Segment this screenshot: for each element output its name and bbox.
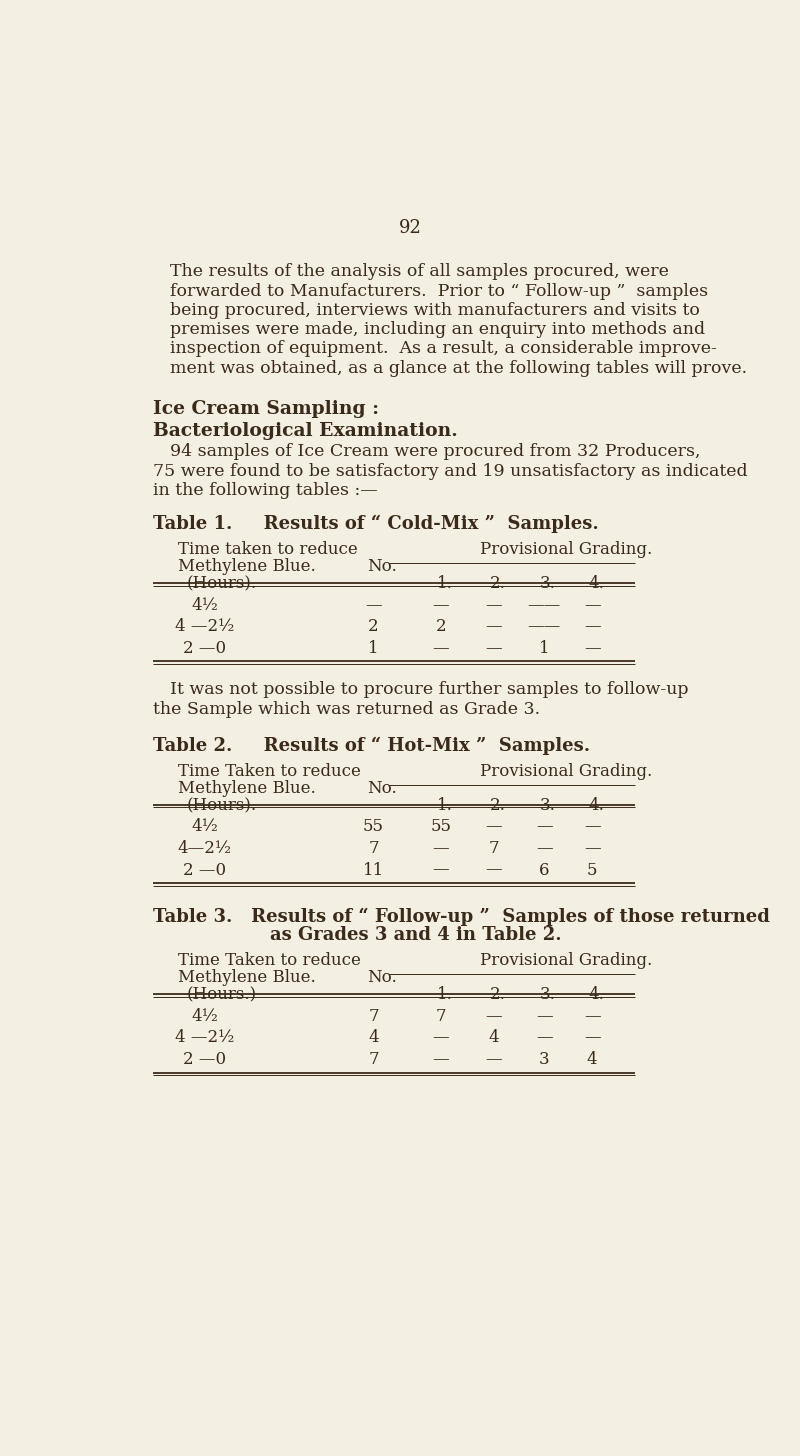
Text: 7: 7	[368, 840, 379, 858]
Text: 5: 5	[587, 862, 598, 878]
Text: Ice Cream Sampling :: Ice Cream Sampling :	[153, 400, 379, 418]
Text: —: —	[486, 862, 502, 878]
Text: 6: 6	[539, 862, 550, 878]
Text: 3: 3	[538, 1051, 550, 1069]
Text: Table 3.   Results of “ Follow-up ”  Samples of those returned: Table 3. Results of “ Follow-up ” Sample…	[153, 907, 770, 926]
Text: 2.: 2.	[490, 986, 506, 1003]
Text: —: —	[486, 818, 502, 836]
Text: ——: ——	[527, 619, 561, 635]
Text: 1.: 1.	[437, 575, 453, 593]
Text: —: —	[536, 818, 552, 836]
Text: 4½: 4½	[191, 1008, 218, 1025]
Text: (Hours.): (Hours.)	[187, 986, 257, 1003]
Text: 4½: 4½	[191, 818, 218, 836]
Text: 7: 7	[488, 840, 499, 858]
Text: 3.: 3.	[540, 986, 556, 1003]
Text: ——: ——	[527, 597, 561, 613]
Text: —: —	[433, 862, 450, 878]
Text: The results of the analysis of all samples procured, were: The results of the analysis of all sampl…	[170, 264, 669, 280]
Text: 1.: 1.	[437, 796, 453, 814]
Text: 2: 2	[436, 619, 446, 635]
Text: 4 —2½: 4 —2½	[175, 1029, 234, 1047]
Text: 4.: 4.	[588, 575, 604, 593]
Text: premises were made, including an enquiry into methods and: premises were made, including an enquiry…	[170, 320, 705, 338]
Text: 4 —2½: 4 —2½	[175, 619, 234, 635]
Text: 4: 4	[368, 1029, 379, 1047]
Text: the Sample which was returned as Grade 3.: the Sample which was returned as Grade 3…	[153, 700, 540, 718]
Text: 1: 1	[538, 639, 550, 657]
Text: —: —	[584, 1008, 601, 1025]
Text: Provisional Grading.: Provisional Grading.	[480, 952, 652, 970]
Text: 2.: 2.	[490, 575, 506, 593]
Text: It was not possible to procure further samples to follow-up: It was not possible to procure further s…	[170, 681, 688, 699]
Text: —: —	[366, 597, 382, 613]
Text: Methylene Blue.: Methylene Blue.	[178, 558, 315, 575]
Text: Methylene Blue.: Methylene Blue.	[178, 970, 315, 986]
Text: 2 —0: 2 —0	[183, 639, 226, 657]
Text: —: —	[433, 840, 450, 858]
Text: Time Taken to reduce: Time Taken to reduce	[178, 952, 360, 970]
Text: Time taken to reduce: Time taken to reduce	[178, 542, 358, 558]
Text: 4: 4	[488, 1029, 499, 1047]
Text: —: —	[486, 597, 502, 613]
Text: forwarded to Manufacturers.  Prior to “ Follow-up ”  samples: forwarded to Manufacturers. Prior to “ F…	[170, 282, 708, 300]
Text: 3.: 3.	[540, 796, 556, 814]
Text: Table 1.     Results of “ Cold-Mix ”  Samples.: Table 1. Results of “ Cold-Mix ” Samples…	[153, 515, 598, 533]
Text: 4.: 4.	[588, 796, 604, 814]
Text: No.: No.	[367, 970, 397, 986]
Text: 7: 7	[436, 1008, 446, 1025]
Text: Provisional Grading.: Provisional Grading.	[480, 542, 652, 558]
Text: —: —	[433, 1051, 450, 1069]
Text: Provisional Grading.: Provisional Grading.	[480, 763, 652, 780]
Text: 11: 11	[363, 862, 384, 878]
Text: —: —	[584, 818, 601, 836]
Text: 1.: 1.	[437, 986, 453, 1003]
Text: Bacteriological Examination.: Bacteriological Examination.	[153, 422, 458, 440]
Text: 7: 7	[368, 1008, 379, 1025]
Text: 1: 1	[368, 639, 379, 657]
Text: 2.: 2.	[490, 796, 506, 814]
Text: 55: 55	[363, 818, 384, 836]
Text: 4—2½: 4—2½	[178, 840, 232, 858]
Text: 92: 92	[398, 220, 422, 237]
Text: inspection of equipment.  As a result, a considerable improve-: inspection of equipment. As a result, a …	[170, 341, 717, 357]
Text: No.: No.	[367, 780, 397, 796]
Text: as Grades 3 and 4 in Table 2.: as Grades 3 and 4 in Table 2.	[270, 926, 562, 945]
Text: Table 2.     Results of “ Hot-Mix ”  Samples.: Table 2. Results of “ Hot-Mix ” Samples.	[153, 737, 590, 756]
Text: (Hours).: (Hours).	[187, 796, 257, 814]
Text: being procured, interviews with manufacturers and visits to: being procured, interviews with manufact…	[170, 301, 700, 319]
Text: —: —	[536, 1008, 552, 1025]
Text: 4.: 4.	[588, 986, 604, 1003]
Text: in the following tables :—: in the following tables :—	[153, 482, 378, 499]
Text: —: —	[584, 639, 601, 657]
Text: 75 were found to be satisfactory and 19 unsatisfactory as indicated: 75 were found to be satisfactory and 19 …	[153, 463, 747, 479]
Text: —: —	[584, 619, 601, 635]
Text: —: —	[536, 1029, 552, 1047]
Text: —: —	[433, 597, 450, 613]
Text: —: —	[486, 619, 502, 635]
Text: —: —	[486, 1051, 502, 1069]
Text: —: —	[584, 1029, 601, 1047]
Text: 2 —0: 2 —0	[183, 1051, 226, 1069]
Text: No.: No.	[367, 558, 397, 575]
Text: Time Taken to reduce: Time Taken to reduce	[178, 763, 360, 780]
Text: —: —	[486, 1008, 502, 1025]
Text: 2: 2	[368, 619, 379, 635]
Text: —: —	[433, 1029, 450, 1047]
Text: —: —	[584, 597, 601, 613]
Text: 3.: 3.	[540, 575, 556, 593]
Text: —: —	[584, 840, 601, 858]
Text: 4½: 4½	[191, 597, 218, 613]
Text: ment was obtained, as a glance at the following tables will prove.: ment was obtained, as a glance at the fo…	[170, 360, 747, 377]
Text: 55: 55	[430, 818, 451, 836]
Text: —: —	[486, 639, 502, 657]
Text: —: —	[536, 840, 552, 858]
Text: 4: 4	[587, 1051, 598, 1069]
Text: 2 —0: 2 —0	[183, 862, 226, 878]
Text: 94 samples of Ice Cream were procured from 32 Producers,: 94 samples of Ice Cream were procured fr…	[170, 444, 700, 460]
Text: (Hours).: (Hours).	[187, 575, 257, 593]
Text: —: —	[433, 639, 450, 657]
Text: 7: 7	[368, 1051, 379, 1069]
Text: Methylene Blue.: Methylene Blue.	[178, 780, 315, 796]
